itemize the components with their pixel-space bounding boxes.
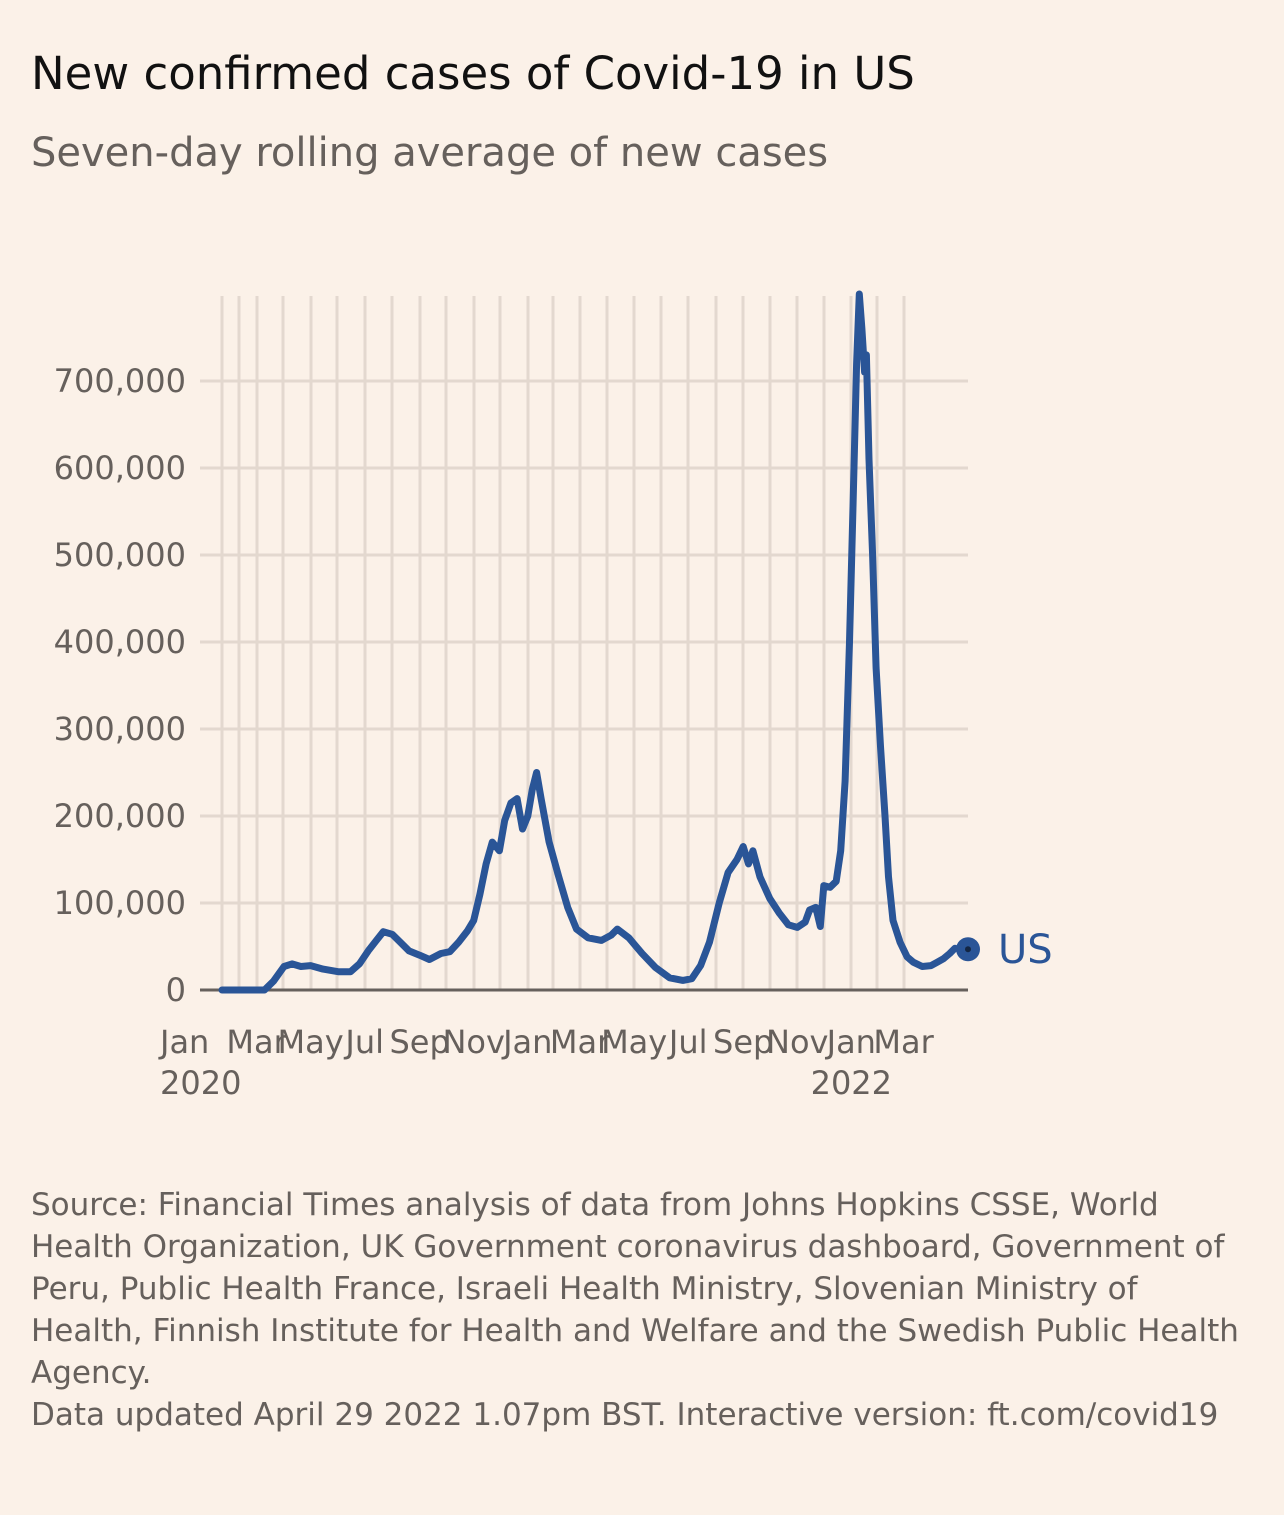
x-tick-label: Mar xyxy=(873,1023,934,1061)
y-tick-label: 0 xyxy=(166,971,186,1009)
x-tick-sublabel: 2020 xyxy=(160,1064,241,1102)
series-end-marker-dot xyxy=(965,946,971,953)
series-group: US xyxy=(218,290,1053,994)
x-tick-label: Jul xyxy=(667,1023,708,1061)
x-tick-label: Jan xyxy=(825,1023,876,1061)
x-tick-label: Nov xyxy=(766,1023,828,1061)
series-label: US xyxy=(998,927,1053,973)
y-tick-label: 700,000 xyxy=(54,362,186,400)
y-tick-label: 200,000 xyxy=(54,797,186,835)
x-tick-label: May xyxy=(278,1023,344,1061)
chart-title: New confirmed cases of Covid-19 in US xyxy=(31,47,915,100)
x-tick-label: Jan xyxy=(501,1023,552,1061)
x-tick-label: Jan xyxy=(158,1023,209,1061)
y-tick-label: 500,000 xyxy=(54,536,186,574)
chart-subtitle: Seven-day rolling average of new cases xyxy=(31,130,829,176)
x-tick-label: Mar xyxy=(550,1023,611,1061)
x-tick-label: Nov xyxy=(442,1023,504,1061)
x-tick-label: Mar xyxy=(226,1023,287,1061)
line-chart: 0 100,000 200,000 300,000 400,000 500,000 600,… xyxy=(54,290,1053,1102)
y-axis-labels: 0 100,000 200,000 300,000 400,000 500,000 600,… xyxy=(54,362,186,1009)
x-tick-label: Sep xyxy=(389,1023,449,1061)
y-tick-label: 300,000 xyxy=(54,710,186,748)
update-note: Data updated April 29 2022 1.07pm BST. I… xyxy=(31,1397,1219,1433)
y-tick-label: 400,000 xyxy=(54,623,186,661)
x-tick-label: Sep xyxy=(713,1023,773,1061)
y-tick-label: 100,000 xyxy=(54,884,186,922)
x-tick-label: Jul xyxy=(343,1023,384,1061)
chart-footer: Source: Financial Times analysis of data… xyxy=(31,1184,1256,1436)
source-note: Source: Financial Times analysis of data… xyxy=(31,1187,1239,1391)
x-tick-sublabel: 2022 xyxy=(811,1064,892,1102)
y-tick-label: 600,000 xyxy=(54,449,186,487)
series-line-us xyxy=(218,290,959,994)
x-tick-label: May xyxy=(601,1023,667,1061)
